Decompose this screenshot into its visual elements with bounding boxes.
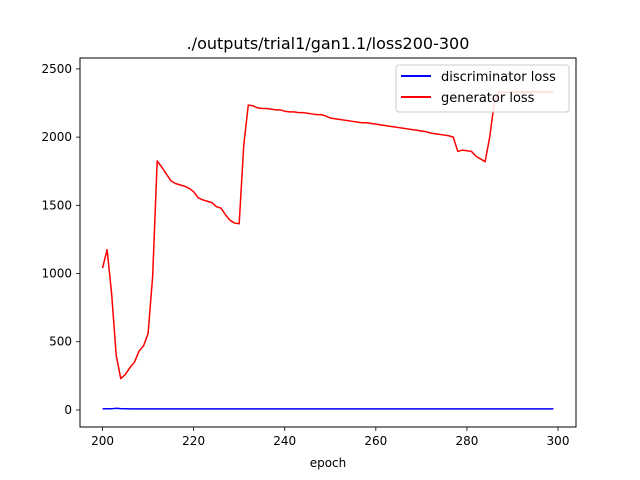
- y-tick-label: 2000: [41, 130, 72, 144]
- y-axis: 0 500 1000 1500 2000 2500: [41, 62, 80, 417]
- x-tick-label: 300: [547, 434, 570, 448]
- y-tick-label: 1500: [41, 198, 72, 212]
- x-tick-label: 260: [364, 434, 387, 448]
- x-axis: 200 220 240 260 280 300: [91, 427, 569, 448]
- legend-label-generator-loss: generator loss: [441, 91, 535, 106]
- legend-label-discriminator-loss: discriminator loss: [441, 70, 556, 85]
- x-tick-label: 200: [91, 434, 114, 448]
- x-tick-label: 280: [455, 434, 478, 448]
- y-tick-label: 0: [64, 403, 72, 417]
- series-line-discriminator-loss: [102, 407, 554, 410]
- legend: discriminator loss generator loss: [395, 64, 570, 113]
- x-tick-label: 240: [273, 434, 296, 448]
- plot-series: [101, 91, 554, 410]
- axes-frame: [79, 57, 577, 428]
- x-axis-label: epoch: [310, 456, 347, 470]
- chart-title: ./outputs/trial1/gan1.1/loss200-300: [187, 34, 470, 53]
- series-line-generator-loss: [101, 91, 554, 380]
- legend-box: [395, 64, 570, 113]
- y-tick-label: 500: [49, 335, 72, 349]
- y-tick-label: 2500: [41, 62, 72, 76]
- y-tick-label: 1000: [41, 267, 72, 281]
- x-tick-label: 220: [182, 434, 205, 448]
